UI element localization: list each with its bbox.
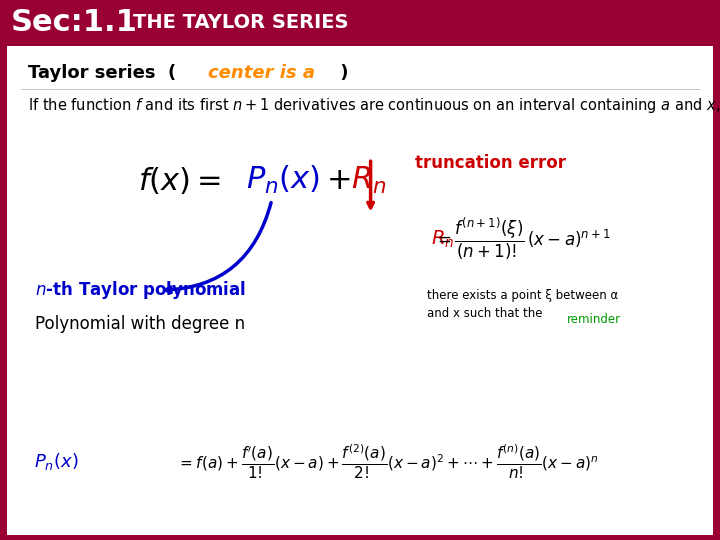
Text: $R_n$: $R_n$ [431,228,454,249]
Text: $R_n$: $R_n$ [351,165,386,196]
Text: $+$: $+$ [326,166,351,195]
Text: ): ) [334,64,348,82]
Text: If the function $f$ and its first $n+1$ derivatives are continuous on an interva: If the function $f$ and its first $n+1$ … [28,96,720,115]
Text: truncation error: truncation error [415,154,566,172]
Text: $= f(a) + \dfrac{f'(a)}{1!}(x-a) + \dfrac{f^{(2)}(a)}{2!}(x-a)^2 + \cdots + \dfr: $= f(a) + \dfrac{f'(a)}{1!}(x-a) + \dfra… [177,442,599,481]
Text: reminder: reminder [567,313,621,326]
Text: Taylor series  (: Taylor series ( [28,64,183,82]
Text: there exists a point ξ between α
and x such that the: there exists a point ξ between α and x s… [427,289,618,320]
Text: $= \dfrac{f^{(n+1)}(\xi)}{(n+1)!}\,(x-a)^{n+1}$: $= \dfrac{f^{(n+1)}(\xi)}{(n+1)!}\,(x-a)… [434,216,611,262]
Text: Polynomial with degree n: Polynomial with degree n [35,315,246,334]
Text: THE TAYLOR SERIES: THE TAYLOR SERIES [133,12,348,32]
Text: $P_n(x)$: $P_n(x)$ [34,451,78,472]
Text: $f(x) =$: $f(x) =$ [138,165,220,196]
Text: Sec:1.1: Sec:1.1 [11,8,138,37]
Text: center is a: center is a [208,64,315,82]
Text: $P_n(x)$: $P_n(x)$ [246,164,320,197]
FancyBboxPatch shape [2,43,718,538]
Text: $n$-th Taylor polynomial: $n$-th Taylor polynomial [35,279,246,301]
